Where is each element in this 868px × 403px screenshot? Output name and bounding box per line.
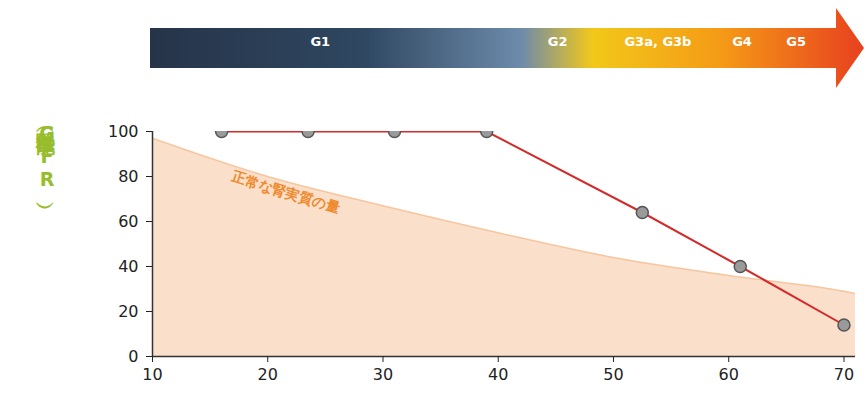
svg-text:60: 60 (118, 212, 138, 231)
svg-text:40: 40 (118, 257, 138, 276)
svg-text:80: 80 (118, 167, 138, 186)
svg-text:100: 100 (108, 122, 139, 141)
svg-text:20: 20 (118, 302, 138, 321)
html-text:腎機能（GFR）: 腎機能（GFR） (36, 118, 58, 192)
svg-text:0: 0 (128, 347, 138, 366)
html-text:G4: G4 (732, 34, 752, 49)
html-text:G1: G1 (310, 34, 331, 49)
svg-text:正常な腎実質の量: 正常な腎実質の量 (229, 168, 342, 216)
svg-text:50: 50 (603, 365, 623, 384)
svg-text:10: 10 (142, 365, 162, 384)
svg-text:70: 70 (834, 365, 854, 384)
svg-text:60: 60 (719, 365, 739, 384)
html-text:G5: G5 (786, 34, 807, 49)
html-text:G3a, G3b: G3a, G3b (624, 34, 692, 49)
svg-text:30: 30 (373, 365, 393, 384)
html-text:G2: G2 (547, 34, 568, 49)
svg-text:40: 40 (488, 365, 508, 384)
svg-text:20: 20 (258, 365, 278, 384)
